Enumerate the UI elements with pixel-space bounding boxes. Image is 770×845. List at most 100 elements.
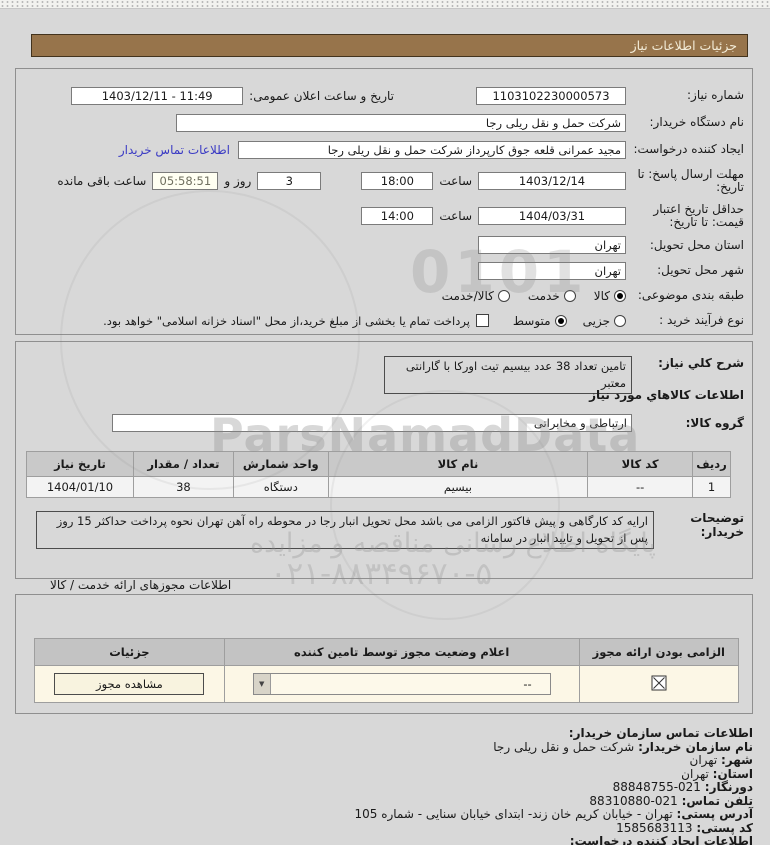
- city-label: شهر:: [721, 753, 753, 767]
- countdown-timer-field: 05:58:51: [152, 172, 219, 190]
- delivery-city-field[interactable]: تهران: [478, 261, 626, 280]
- days-and-label: روز و: [224, 174, 252, 188]
- radio-goods-service[interactable]: کالا/خدمت: [442, 289, 510, 303]
- permits-box: الزامی بودن ارائه مجوز اعلام وضعیت مجوز …: [15, 594, 753, 714]
- need-number-field[interactable]: 1103102230000573: [476, 86, 626, 105]
- radio-icon: [563, 289, 576, 302]
- col-permit-details: جزئیات: [34, 638, 225, 666]
- delivery-province-label: استان محل تحویل:: [649, 237, 744, 252]
- permit-status-value: --: [523, 677, 532, 691]
- phone-value: 88310880-021: [589, 793, 678, 808]
- cell-unit: دستگاه: [232, 476, 329, 498]
- goods-group-field[interactable]: ارتباطی و مخابراتی: [112, 414, 632, 432]
- goods-info-box: شرح کلي نياز: تامین تعداد 38 عدد بیسیم ت…: [15, 341, 753, 579]
- radio-goods[interactable]: کالا: [594, 289, 626, 303]
- need-description-value: تامین تعداد 38 عدد بیسیم تیت اورکا با گا…: [384, 356, 632, 394]
- goods-group-label: گروه کالا:: [685, 416, 744, 430]
- radio-minor-label: جزیی: [582, 313, 610, 328]
- delivery-city-label: شهر محل تحویل:: [657, 263, 744, 277]
- radio-medium[interactable]: متوسط: [513, 314, 567, 328]
- org-name-label: نام سازمان خریدار:: [638, 739, 753, 754]
- price-validity-time-field[interactable]: 14:00: [361, 206, 434, 225]
- radio-selected-icon: [554, 314, 567, 327]
- announce-datetime-field[interactable]: 1403/12/11 - 11:49: [71, 86, 244, 105]
- days-remaining-field[interactable]: 3: [257, 172, 322, 190]
- purchase-process-label: نوع فرآیند خرید :: [659, 313, 744, 327]
- treasury-note: پرداخت تمام یا بخشی از مبلغ خرید،از محل …: [103, 313, 470, 328]
- reply-deadline-date-field[interactable]: 1403/12/14: [478, 172, 626, 190]
- reply-deadline-time-field[interactable]: 18:00: [361, 172, 434, 190]
- permits-section-heading: اطلاعات مجوزهای ارائه خدمت / کالا: [50, 578, 232, 592]
- col-unit: واحد شمارش: [232, 451, 329, 477]
- permits-table: الزامی بودن ارائه مجوز اعلام وضعیت مجوز …: [34, 638, 740, 703]
- col-goods-name: نام کالا: [327, 451, 589, 477]
- org-name-value: شرکت حمل و نقل ریلی رجا: [493, 739, 635, 754]
- radio-icon: [497, 289, 510, 302]
- address-value: تهران - خیابان کریم خان زند- ابتدای خیاب…: [354, 807, 673, 821]
- need-info-box: شماره نیاز: 1103102230000573 تاریخ و ساع…: [15, 68, 753, 335]
- contact-heading: اطلاعات تماس سازمان خریدار:: [568, 726, 753, 740]
- col-quantity: تعداد / مقدار: [132, 451, 234, 477]
- reply-deadline-label: مهلت ارسال پاسخ: تا تاریخ:: [637, 167, 744, 194]
- radio-goods-service-label: کالا/خدمت: [441, 288, 494, 303]
- fax-label: دورنگار:: [704, 780, 753, 794]
- cell-quantity: 38: [132, 476, 234, 498]
- province-label: استان:: [712, 766, 753, 781]
- phone-label: تلفن تماس:: [681, 793, 753, 808]
- price-validity-date-field[interactable]: 1404/03/31: [478, 206, 626, 225]
- buyer-contact-link[interactable]: اطلاعات تماس خریدار: [118, 142, 230, 157]
- goods-table: ردیف کد کالا نام کالا واحد شمارش تعداد /…: [26, 451, 731, 498]
- goods-table-row: 1 -- بیسیم دستگاه 38 1404/01/10: [26, 476, 731, 498]
- permits-header-row: الزامی بودن ارائه مجوز اعلام وضعیت مجوز …: [34, 638, 740, 666]
- time-remaining-label: ساعت باقی مانده: [57, 174, 147, 188]
- checked-x-icon: [651, 675, 667, 690]
- announce-datetime-label: تاریخ و ساعت اعلان عمومی:: [249, 88, 394, 103]
- buyer-org-label: نام دستگاه خریدار:: [649, 115, 745, 129]
- buyer-notes-label: توضیحات خریدار:: [690, 511, 744, 539]
- col-goods-code: کد کالا: [587, 451, 694, 477]
- contact-line: دورنگار: 88848755-021: [15, 780, 753, 795]
- permits-row: -- ▼ مشاهده مجوز: [34, 665, 740, 703]
- contact-line: کد پستی: 1585683113: [15, 820, 753, 836]
- buyer-notes-value: ارایه کد کارگاهی و پیش فاکتور الزامی می …: [36, 511, 654, 549]
- need-number-label: شماره نیاز:: [687, 88, 744, 102]
- postal-code-label: کد پستی:: [696, 820, 753, 835]
- need-description-label: شرح کلي نياز:: [658, 356, 744, 370]
- request-creator-field[interactable]: مجید عمرانی قلعه جوق کارپرداز شرکت حمل و…: [238, 140, 626, 159]
- contact-line: استان: تهران: [15, 766, 753, 782]
- province-value: تهران: [681, 766, 709, 781]
- page-title: جزئیات اطلاعات نیاز: [31, 34, 748, 57]
- address-label: آدرس پستی:: [676, 807, 753, 821]
- contact-line: تلفن تماس: 88310880-021: [15, 793, 753, 809]
- cell-goods-name: بیسیم: [327, 476, 589, 498]
- radio-minor[interactable]: جزیی: [583, 314, 626, 328]
- permit-status-dropdown[interactable]: -- ▼: [252, 673, 551, 695]
- view-permit-button[interactable]: مشاهده مجوز: [54, 673, 205, 695]
- contact-line: نام سازمان خریدار: شرکت حمل و نقل ریلی ر…: [15, 739, 753, 755]
- delivery-province-field[interactable]: تهران: [478, 236, 626, 254]
- buyer-contact-section: اطلاعات تماس سازمان خریدار: نام سازمان خ…: [15, 726, 753, 845]
- goods-table-header-row: ردیف کد کالا نام کالا واحد شمارش تعداد /…: [26, 451, 731, 477]
- col-permit-required: الزامی بودن ارائه مجوز: [578, 638, 740, 666]
- cell-permit-details: مشاهده مجوز: [34, 665, 225, 703]
- col-permit-status: اعلام وضعیت مجوز توسط تامین کننده: [223, 638, 580, 666]
- decorative-strip: [0, 0, 770, 9]
- radio-icon: [614, 314, 626, 327]
- city-value: تهران: [689, 753, 718, 767]
- permits-section-heading-row: اطلاعات مجوزهای ارائه خدمت / کالا: [15, 578, 753, 592]
- radio-medium-label: متوسط: [512, 313, 551, 328]
- hour-label: ساعت: [439, 174, 472, 188]
- contact-line: شهر: تهران: [15, 753, 753, 768]
- radio-service-label: خدمت: [527, 288, 560, 303]
- radio-service[interactable]: خدمت: [528, 289, 576, 303]
- required-checkbox[interactable]: [651, 675, 667, 694]
- cell-permit-required: [578, 665, 740, 703]
- cell-need-date: 1404/01/10: [26, 476, 134, 498]
- treasury-checkbox[interactable]: [475, 314, 489, 327]
- cell-permit-status: -- ▼: [223, 665, 580, 703]
- col-row-number: ردیف: [692, 451, 731, 477]
- radio-goods-label: کالا: [593, 288, 610, 303]
- radio-selected-icon: [614, 289, 626, 302]
- buyer-org-field[interactable]: شرکت حمل و نقل ریلی رجا: [176, 113, 626, 132]
